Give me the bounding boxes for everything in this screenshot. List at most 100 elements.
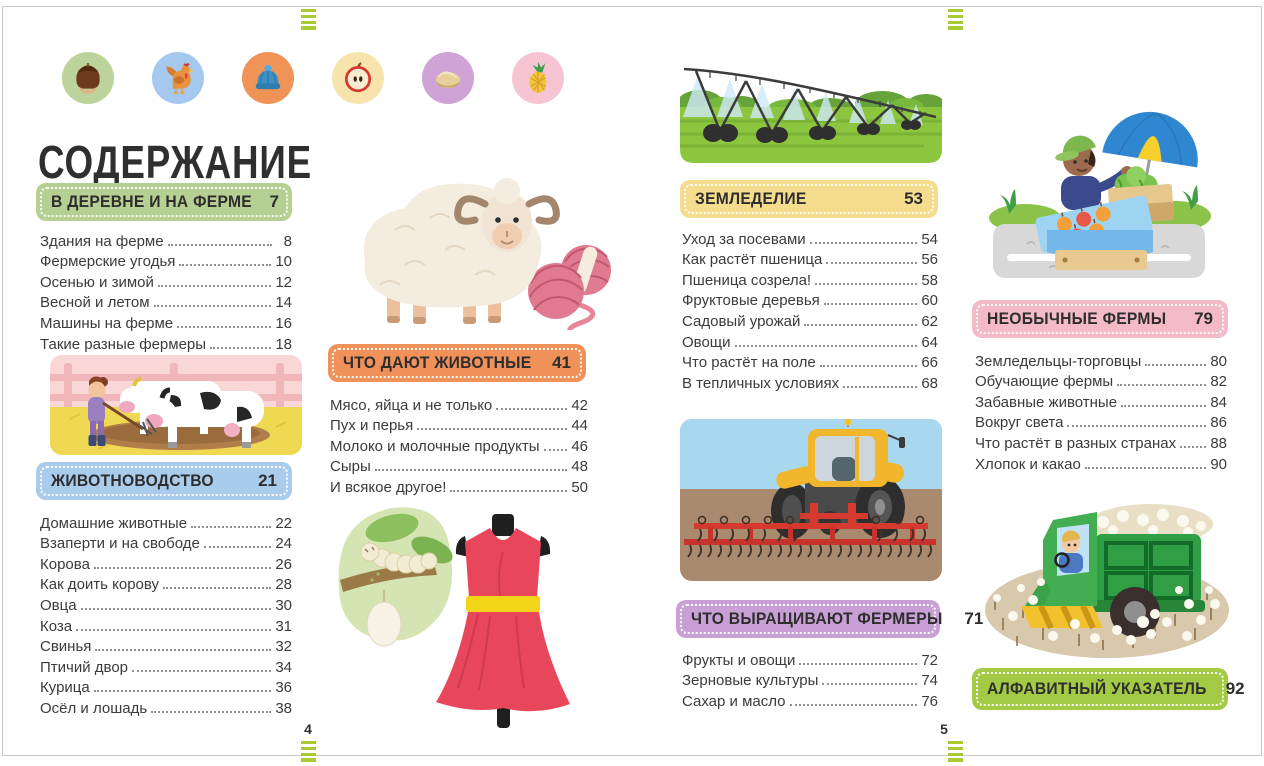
toc-item[interactable]: Вокруг света 86: [975, 411, 1227, 432]
toc-item-label: Пшеница созрела!: [682, 271, 812, 289]
toc-item[interactable]: Что растёт на поле 66: [682, 351, 938, 372]
toc-item[interactable]: Как растёт пшеница 56: [682, 248, 938, 269]
toc-item-page: 74: [921, 672, 938, 690]
toc-item[interactable]: Курица 36: [40, 676, 292, 696]
toc-leader-dots: [163, 587, 272, 590]
section-header-what-animals-give[interactable]: ЧТО ДАЮТ ЖИВОТНЫЕ 41: [328, 344, 586, 382]
toc-item[interactable]: Как доить корову 28: [40, 573, 292, 594]
toc-item-label: Что растёт на поле: [682, 354, 816, 372]
toc-item[interactable]: Осёл и лошадь 38: [40, 696, 292, 717]
cotton-harvester-illustration: [983, 478, 1231, 660]
toc-item[interactable]: Птичий двор 34: [40, 655, 292, 676]
toc-item-page: 48: [571, 458, 588, 476]
toc-item-label: Уход за посевами: [682, 230, 806, 248]
toc-leader-dots: [203, 546, 272, 549]
toc-item-label: Домашние животные: [40, 514, 188, 532]
toc-leader-dots: [789, 703, 918, 706]
toc-item-page: 86: [1210, 414, 1227, 432]
section-title: АЛФАВИТНЫЙ УКАЗАТЕЛЬ: [987, 679, 1207, 698]
toc-item[interactable]: Мясо, яйца и не только 42: [330, 393, 588, 414]
toc-item-label: Сахар и масло: [682, 692, 786, 710]
toc-item-label: Как растёт пшеница: [682, 251, 823, 269]
toc-item-label: Земледельцы-торговцы: [975, 352, 1142, 370]
toc-item[interactable]: Фрукты и овощи 72: [682, 648, 938, 669]
toc-item-page: 72: [921, 651, 938, 669]
toc-item[interactable]: Весной и летом 14: [40, 291, 292, 311]
toc-item-page: 46: [571, 437, 588, 455]
toc-leader-dots: [496, 407, 568, 410]
toc-item-page: 58: [921, 271, 938, 289]
toc-item-page: 28: [275, 576, 292, 594]
toc-item-page: 62: [921, 312, 938, 330]
toc-item[interactable]: Молоко и молочные продукты 46: [330, 434, 588, 455]
toc-item-label: Осёл и лошадь: [40, 699, 148, 717]
section-header-village-and-farm[interactable]: В ДЕРЕВНЕ И НА ФЕРМЕ 7: [36, 183, 292, 221]
toc-leader-dots: [191, 525, 272, 528]
section-header-what-farmers-grow[interactable]: ЧТО ВЫРАЩИВАЮТ ФЕРМЕРЫ 71: [676, 600, 983, 638]
toc-item-label: Фрукты и овощи: [682, 651, 796, 669]
toc-item-page: 68: [921, 374, 938, 392]
toc-item-label: Зерновые культуры: [682, 672, 819, 690]
toc-item[interactable]: Осенью и зимой 12: [40, 270, 292, 291]
toc-item-label: Вокруг света: [975, 414, 1064, 432]
cows-and-farmer-illustration: [50, 355, 302, 455]
toc-item[interactable]: Сыры 48: [330, 455, 588, 476]
section-header-agriculture[interactable]: ЗЕМЛЕДЕЛИЕ 53: [680, 180, 938, 218]
toc-item[interactable]: Овца 30: [40, 593, 292, 614]
section-header-alphabetical-index[interactable]: АЛФАВИТНЫЙ УКАЗАТЕЛЬ 92: [972, 668, 1245, 710]
toc-item-page: 31: [275, 617, 292, 635]
toc-item[interactable]: Коза 31: [40, 614, 292, 635]
toc-item-page: 42: [571, 396, 588, 414]
toc-item[interactable]: Земледельцы-торговцы 80: [975, 349, 1227, 370]
toc-item[interactable]: Такие разные фермеры 18: [40, 332, 292, 353]
toc-item-page: 80: [1210, 352, 1227, 370]
toc-item[interactable]: Пух и перья 44: [330, 414, 588, 435]
toc-item[interactable]: Домашние животные 22: [40, 511, 292, 532]
toc-item-label: Коза: [40, 617, 73, 635]
toc-item-label: Птичий двор: [40, 658, 129, 676]
toc-item-page: 44: [571, 417, 588, 435]
toc-item[interactable]: Хлопок и какао 90: [975, 452, 1227, 473]
toc-leader-dots: [815, 282, 918, 285]
section-title: ЗЕМЛЕДЕЛИЕ: [695, 189, 807, 208]
stitch-mark-top-left: [301, 9, 316, 30]
rooster-icon: [152, 52, 204, 104]
section-page: 79: [1194, 309, 1213, 328]
toc-item-label: В тепличных условиях: [682, 374, 840, 392]
toc-item[interactable]: Обучающие фермы 82: [975, 370, 1227, 391]
section-header-animal-husbandry[interactable]: ЖИВОТНОВОДСТВО 21: [36, 462, 292, 500]
toc-leader-dots: [734, 344, 918, 347]
toc-item-page: 34: [275, 658, 292, 676]
toc-item[interactable]: Фруктовые деревья 60: [682, 289, 938, 310]
toc-item[interactable]: Фермерские угодья 10: [40, 250, 292, 270]
toc-list-agriculture: Уход за посевами 54 Как растёт пшеница 56 Пш…: [682, 227, 938, 392]
toc-item[interactable]: Взаперти и на свободе 24: [40, 532, 292, 552]
toc-item[interactable]: Корова 26: [40, 552, 292, 573]
toc-item[interactable]: Что растёт в разных странах 88: [975, 431, 1227, 452]
toc-item-label: Обучающие фермы: [975, 373, 1114, 391]
toc-list-unusual-farms: Земледельцы-торговцы 80 Обучающие фермы 82 З…: [975, 349, 1227, 473]
toc-item[interactable]: Уход за посевами 54: [682, 227, 938, 248]
chestnut-icon: [62, 52, 114, 104]
toc-item[interactable]: Забавные животные 84: [975, 390, 1227, 411]
toc-item-label: Молоко и молочные продукты: [330, 437, 540, 455]
toc-item-label: Здания на ферме: [40, 232, 164, 250]
section-header-unusual-farms[interactable]: НЕОБЫЧНЫЕ ФЕРМЫ 79: [972, 300, 1228, 338]
toc-item[interactable]: В тепличных условиях 68: [682, 371, 938, 392]
toc-item[interactable]: Свинья 32: [40, 635, 292, 656]
toc-item[interactable]: И всякое другое! 50: [330, 475, 588, 496]
toc-item[interactable]: Здания на ферме 8: [40, 229, 292, 250]
toc-item-label: Пух и перья: [330, 417, 414, 435]
toc-item[interactable]: Овощи 64: [682, 330, 938, 351]
toc-leader-dots: [826, 262, 918, 265]
toc-item[interactable]: Пшеница созрела! 58: [682, 268, 938, 289]
toc-item[interactable]: Сахар и масло 76: [682, 689, 938, 710]
toc-item[interactable]: Машины на ферме 16: [40, 311, 292, 332]
section-title: ЧТО ВЫРАЩИВАЮТ ФЕРМЕРЫ: [691, 609, 943, 628]
toc-item-page: 60: [921, 292, 938, 310]
toc-item[interactable]: Зерновые культуры 74: [682, 669, 938, 690]
toc-item-label: Свинья: [40, 638, 92, 656]
toc-leader-dots: [822, 683, 918, 686]
toc-item-page: 50: [571, 478, 588, 496]
toc-item[interactable]: Садовый урожай 62: [682, 309, 938, 330]
